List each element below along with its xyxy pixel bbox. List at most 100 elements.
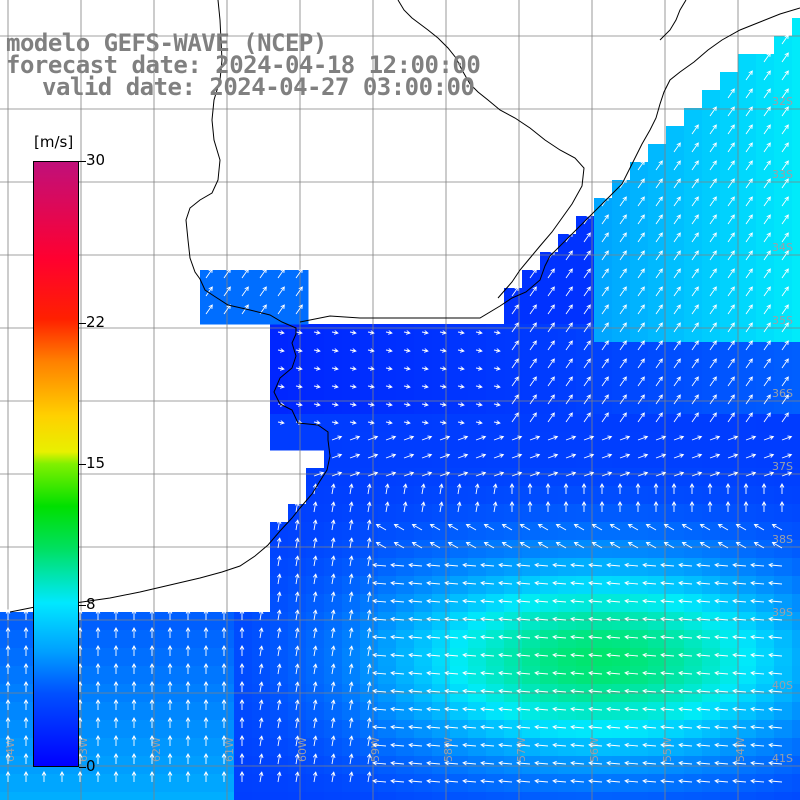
speed-cell	[108, 792, 127, 800]
speed-cell	[378, 360, 397, 379]
wind-arrow	[493, 420, 501, 425]
speed-cell	[522, 666, 541, 685]
speed-cell	[360, 594, 379, 613]
speed-cell	[540, 342, 559, 361]
wind-arrow	[601, 435, 613, 441]
wind-arrow	[439, 471, 451, 477]
wind-arrow	[348, 483, 354, 495]
speed-cell	[702, 414, 721, 433]
wind-arrow	[390, 652, 405, 658]
wind-arrow	[149, 717, 155, 728]
wind-arrow	[462, 706, 477, 712]
speed-cell	[540, 396, 559, 415]
speed-cell	[738, 450, 757, 469]
speed-cell	[774, 342, 793, 361]
wind-arrow	[714, 634, 729, 640]
speed-cell	[144, 702, 163, 721]
wind-arrow	[294, 609, 300, 621]
wind-arrow	[570, 760, 585, 766]
speed-cell	[630, 414, 649, 433]
wind-arrow	[529, 471, 541, 477]
wind-arrow	[462, 760, 477, 766]
wind-arrow	[408, 778, 423, 784]
wind-arrow	[583, 340, 591, 351]
wind-arrow	[426, 706, 441, 712]
wind-arrow	[691, 376, 699, 387]
speed-cell	[288, 630, 307, 649]
speed-cell	[630, 558, 649, 577]
speed-cell	[738, 378, 757, 397]
speed-cell	[324, 522, 343, 541]
speed-cell	[290, 306, 309, 325]
wind-arrow	[601, 453, 613, 459]
speed-cell	[290, 288, 309, 307]
wind-arrow	[696, 580, 711, 586]
wind-arrow	[23, 735, 29, 746]
wind-arrow	[312, 645, 318, 657]
speed-cell	[342, 648, 361, 667]
speed-cell	[540, 774, 559, 793]
wind-arrow	[588, 688, 603, 694]
wind-arrow	[750, 724, 765, 730]
speed-cell	[522, 612, 541, 631]
wind-arrow	[732, 778, 747, 784]
speed-cell	[252, 774, 271, 793]
wind-arrow	[709, 376, 717, 387]
wind-arrow	[627, 542, 639, 549]
wind-arrow	[511, 471, 523, 477]
speed-cell	[702, 342, 721, 361]
wind-arrow	[637, 376, 645, 387]
wind-arrow	[349, 384, 357, 389]
wind-arrow	[691, 394, 699, 405]
speed-cell	[576, 360, 595, 379]
speed-cell	[378, 486, 397, 505]
speed-cell	[630, 378, 649, 397]
speed-cell	[594, 306, 613, 325]
wind-arrow	[642, 724, 657, 730]
speed-cell	[198, 720, 217, 739]
speed-cell	[540, 324, 559, 343]
speed-cell	[342, 432, 361, 451]
wind-arrow	[606, 562, 621, 568]
speed-cell	[612, 504, 631, 523]
speed-cell	[324, 342, 343, 361]
speed-cell	[684, 432, 703, 451]
wind-arrow	[498, 580, 513, 586]
wind-arrow	[23, 681, 29, 692]
wind-arrow	[763, 160, 771, 171]
wind-arrow	[696, 688, 711, 694]
speed-cell	[378, 738, 397, 757]
wind-arrow	[312, 573, 318, 585]
wind-arrow	[5, 753, 11, 764]
wind-arrow	[735, 542, 747, 549]
speed-cell	[756, 54, 775, 73]
wind-arrow	[588, 598, 603, 604]
speed-cell	[612, 252, 631, 271]
wind-arrow	[426, 742, 441, 748]
wind-arrow	[699, 542, 711, 549]
speed-cell	[738, 288, 757, 307]
speed-cell	[306, 756, 325, 775]
wind-arrow	[511, 412, 519, 423]
speed-cell	[288, 702, 307, 721]
speed-cell	[720, 666, 739, 685]
wind-arrow	[498, 634, 513, 640]
speed-cell	[360, 324, 379, 343]
wind-arrow	[660, 742, 675, 748]
speed-cell	[396, 450, 415, 469]
speed-cell	[486, 792, 505, 800]
speed-cell	[108, 630, 127, 649]
speed-cell	[684, 504, 703, 523]
wind-arrow	[149, 753, 155, 764]
wind-arrow	[619, 232, 627, 243]
speed-cell	[720, 72, 739, 91]
wind-arrow	[545, 483, 551, 494]
wind-arrow	[768, 760, 783, 766]
wind-arrow	[493, 435, 505, 441]
speed-cell	[738, 234, 757, 253]
wind-arrow	[203, 609, 209, 620]
wind-arrow	[771, 542, 783, 549]
wind-arrow	[426, 598, 441, 604]
speed-cell	[630, 216, 649, 235]
wind-arrow	[5, 735, 11, 746]
